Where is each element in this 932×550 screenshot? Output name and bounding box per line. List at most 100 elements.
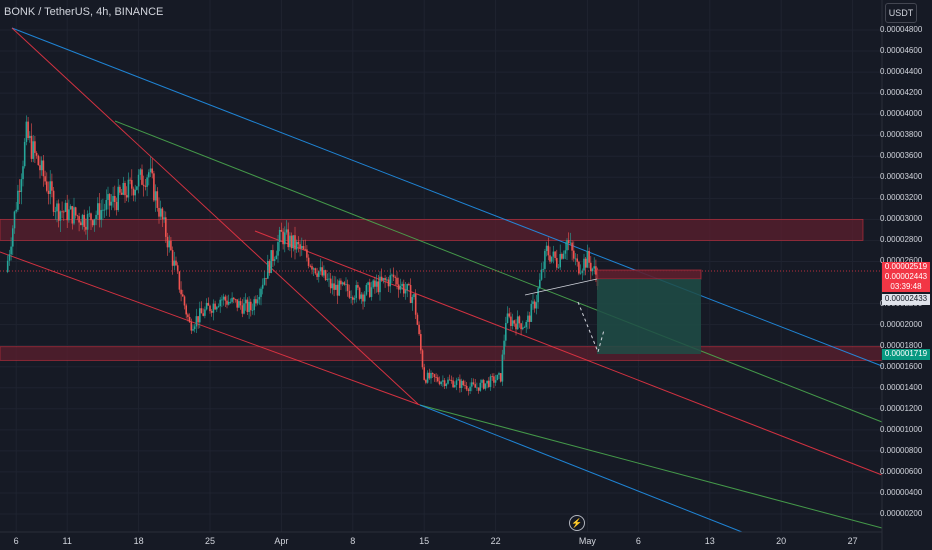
- candle-body: [142, 184, 145, 186]
- candle-body: [404, 290, 407, 294]
- candle-body: [219, 299, 221, 307]
- candle-body: [341, 282, 344, 285]
- candle-body: [421, 350, 424, 368]
- candle-body: [506, 313, 509, 323]
- candle-body: [268, 261, 271, 273]
- candle-body: [122, 182, 125, 195]
- candle-body: [234, 299, 237, 301]
- candle-body: [69, 206, 72, 210]
- currency-button[interactable]: USDT: [885, 3, 917, 23]
- candle-body: [396, 277, 398, 285]
- candle-body: [39, 165, 41, 171]
- candle-body: [192, 329, 194, 331]
- candle-body: [484, 383, 487, 389]
- candle-body: [290, 235, 293, 249]
- candle-body: [199, 308, 201, 323]
- candle-body: [312, 268, 315, 270]
- candle-body: [353, 298, 356, 300]
- candle-body: [292, 235, 295, 249]
- candle-body: [515, 323, 517, 330]
- candle-body: [481, 380, 483, 383]
- resistance-zone: [0, 218, 864, 241]
- candle-body: [141, 169, 143, 185]
- candle-body: [115, 201, 118, 211]
- candle-body: [488, 380, 490, 387]
- candle-body: [493, 376, 495, 383]
- candle-body: [304, 249, 306, 251]
- candle-body: [309, 265, 312, 267]
- candle-body: [185, 305, 187, 315]
- candle-body: [321, 267, 323, 276]
- candle-body: [467, 389, 470, 392]
- candle-body: [42, 160, 45, 177]
- candle-body: [369, 282, 371, 297]
- candle-body: [518, 316, 521, 324]
- candle-body: [297, 241, 300, 245]
- candle-body: [64, 202, 67, 212]
- candle-body: [163, 217, 165, 220]
- candle-body: [365, 284, 368, 295]
- price-tick-label: 0.00004000: [880, 109, 923, 119]
- candle-body: [151, 168, 153, 174]
- candle-body: [586, 251, 589, 268]
- candle-body: [362, 294, 364, 302]
- price-tick-label: 0.00001800: [880, 340, 923, 350]
- candle-body: [170, 240, 172, 251]
- candle-body: [204, 309, 206, 316]
- candle-body: [530, 303, 533, 322]
- candle-body: [533, 301, 536, 309]
- candle-body: [256, 299, 259, 304]
- candle-body: [273, 259, 276, 261]
- candle-body: [382, 278, 385, 281]
- candle-body: [552, 251, 555, 257]
- candle-body: [343, 282, 346, 285]
- candle-body: [384, 278, 386, 281]
- candle-body: [56, 203, 58, 212]
- candle-body: [445, 383, 448, 387]
- candle-body: [227, 301, 230, 305]
- candle-body: [583, 258, 585, 271]
- candle-body: [27, 121, 29, 139]
- candle-body: [22, 166, 24, 180]
- candle-body: [469, 386, 471, 392]
- candle-body: [516, 316, 519, 330]
- candle-body: [573, 250, 575, 259]
- candle-body: [222, 296, 225, 300]
- candle-body: [68, 209, 70, 221]
- candle-body: [149, 168, 152, 173]
- candle-body: [23, 141, 26, 167]
- time-tick-label: 25: [204, 536, 216, 546]
- candle-body: [358, 287, 361, 299]
- time-tick-label: 15: [419, 536, 430, 546]
- candle-body: [289, 235, 291, 248]
- candle-body: [437, 377, 439, 382]
- candle-body: [324, 270, 327, 280]
- time-tick-label: 27: [847, 536, 858, 546]
- lightning-icon[interactable]: ⚡: [569, 515, 585, 531]
- candle-body: [156, 191, 159, 208]
- candle-body: [244, 299, 247, 304]
- candle-body: [124, 182, 126, 196]
- candle-body: [81, 214, 84, 226]
- candle-body: [477, 387, 480, 391]
- candle-body: [37, 155, 40, 166]
- candle-body: [158, 207, 160, 217]
- candle-body: [34, 141, 36, 153]
- candle-body: [107, 194, 109, 200]
- candle-body: [6, 260, 9, 272]
- candle-body: [499, 373, 502, 382]
- candle-body: [411, 297, 414, 303]
- candle-body: [397, 284, 400, 290]
- candle-body: [134, 189, 136, 196]
- channel-blue-lower: [419, 404, 743, 533]
- candle-body: [125, 195, 128, 198]
- candle-body: [277, 242, 279, 256]
- candle-body: [229, 301, 232, 303]
- candle-body: [207, 302, 210, 306]
- candle-body: [426, 372, 429, 383]
- candle-body: [414, 294, 417, 315]
- candle-body: [545, 245, 548, 251]
- candle-body: [335, 284, 337, 290]
- time-tick-label: 8: [350, 536, 356, 546]
